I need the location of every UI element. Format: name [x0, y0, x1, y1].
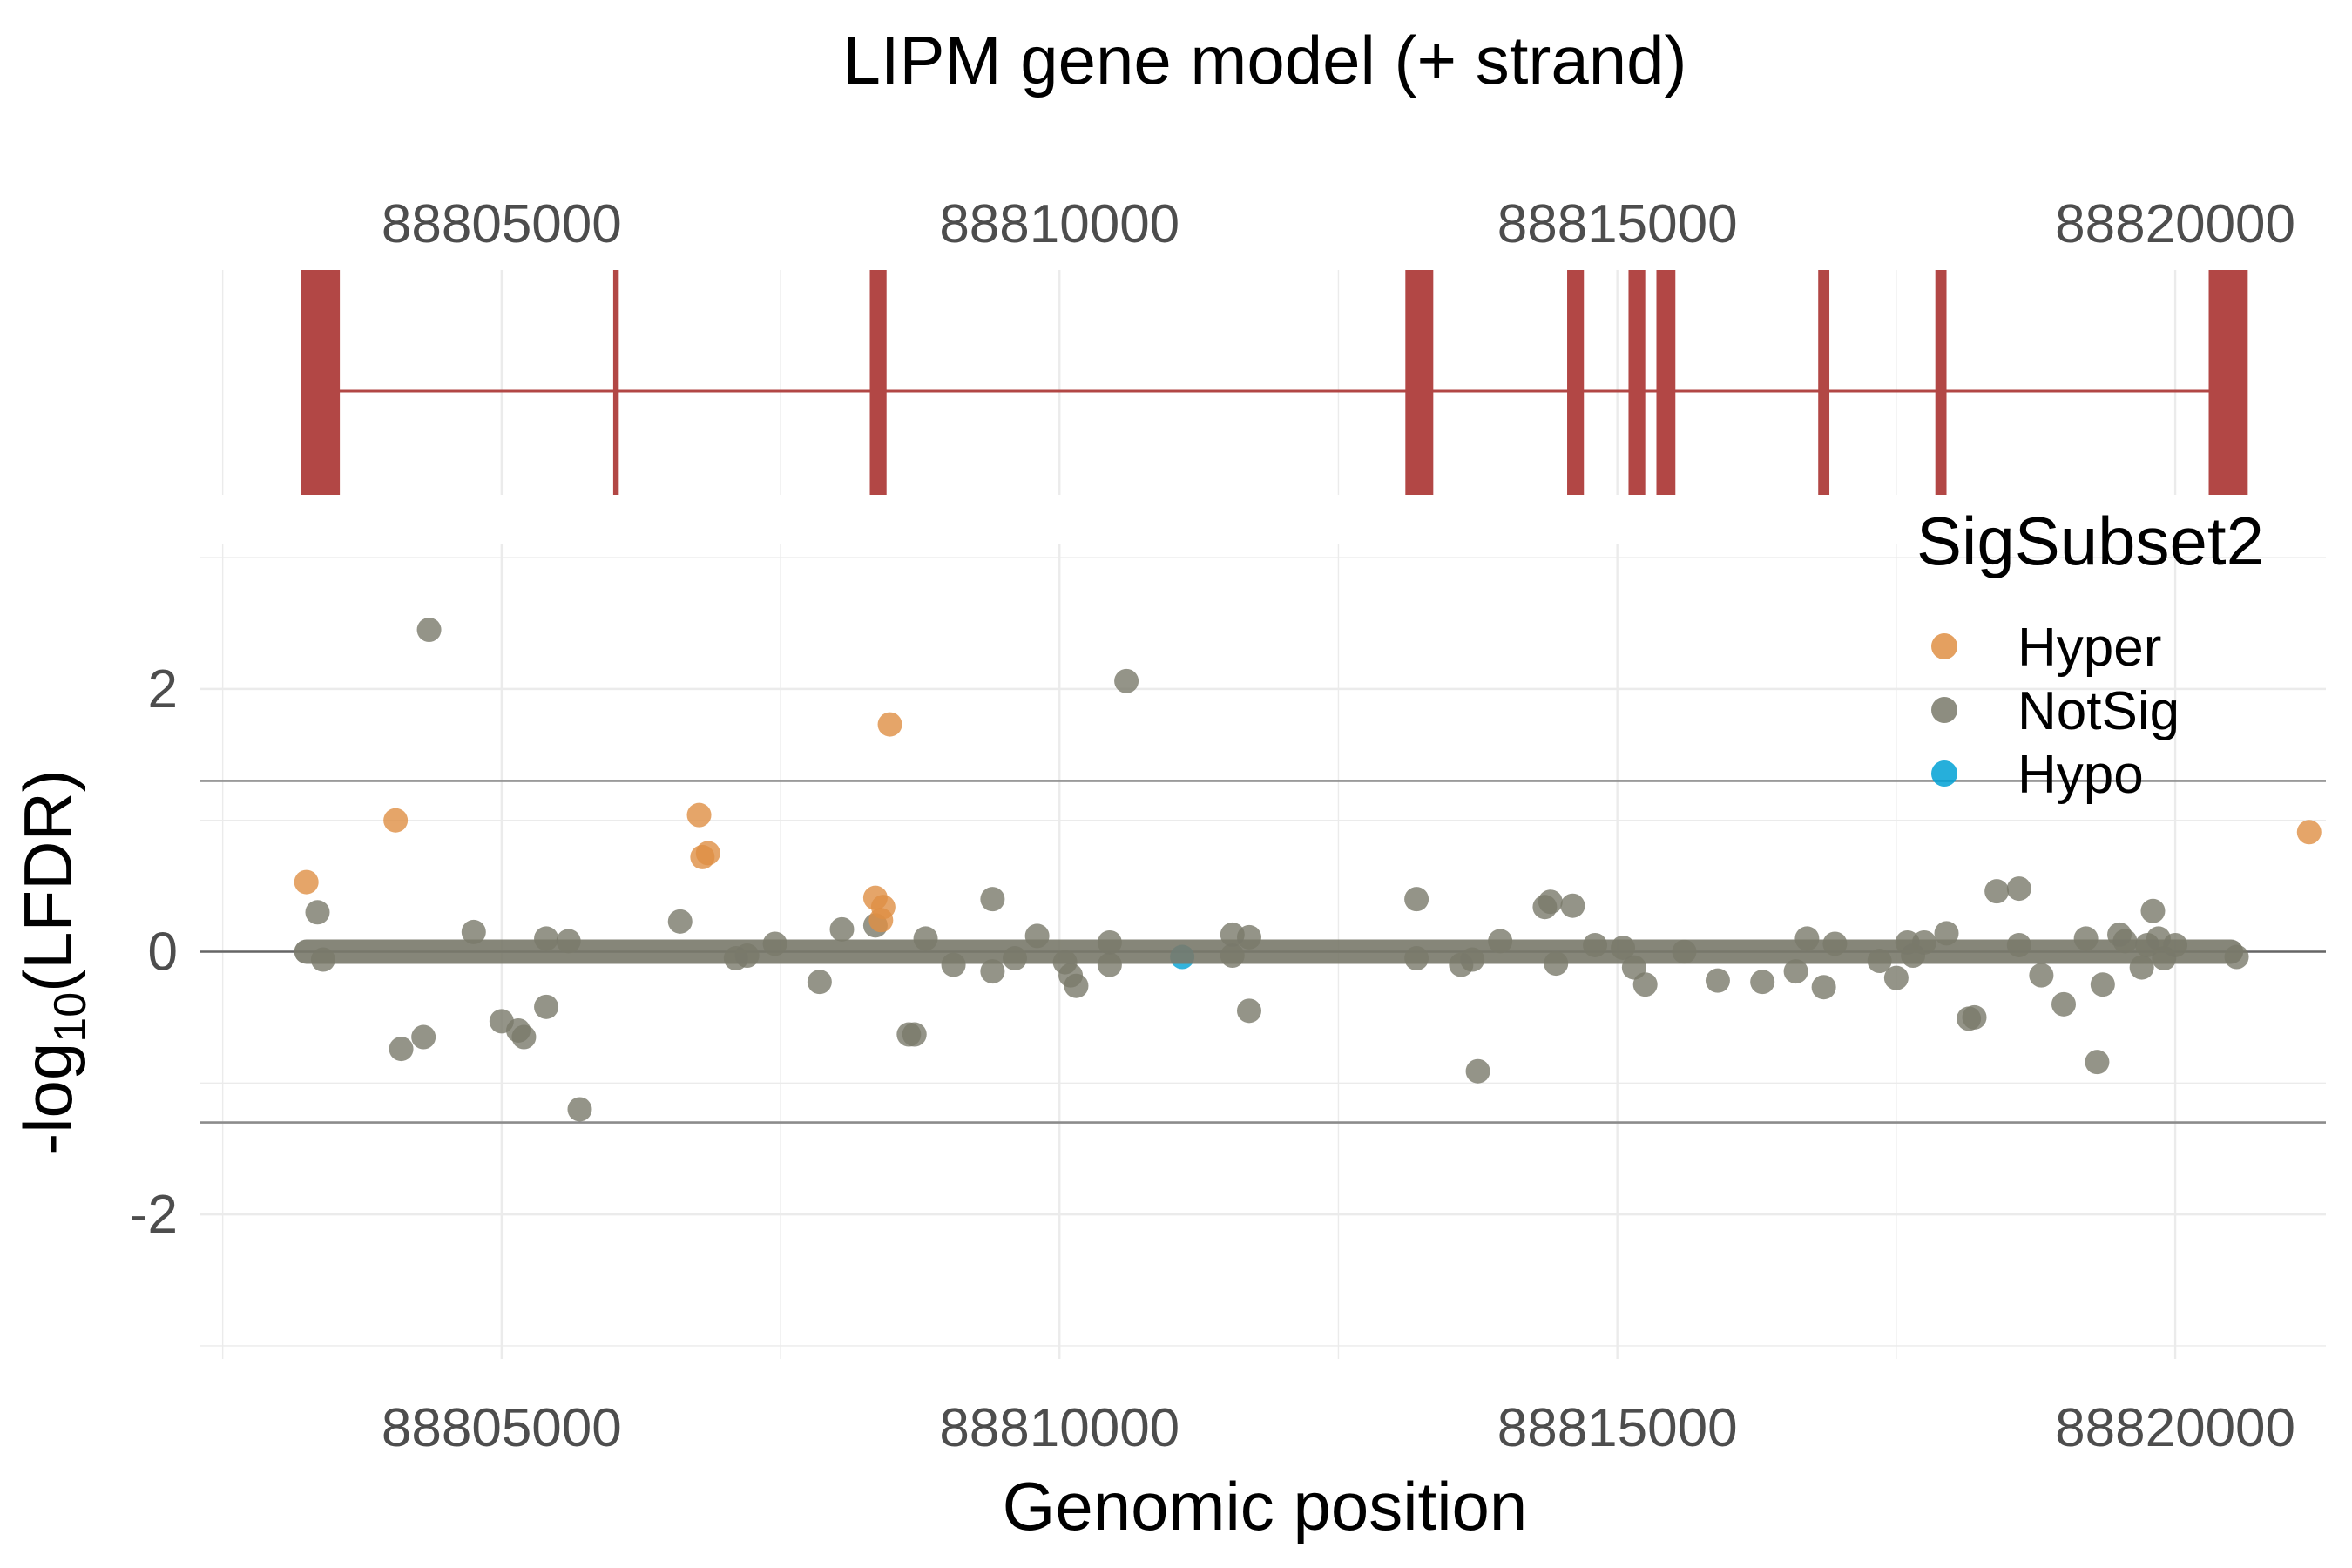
data-point-notsig: [980, 887, 1005, 912]
data-point-notsig: [1114, 668, 1139, 693]
data-point-notsig: [534, 994, 559, 1019]
data-point-hyper: [695, 841, 720, 866]
data-point-notsig: [2029, 963, 2054, 988]
exon-block: [1405, 270, 1434, 495]
data-point-hyper: [686, 802, 712, 828]
exon-block: [1628, 270, 1646, 495]
data-point-notsig: [902, 1022, 927, 1047]
data-point-notsig: [1404, 887, 1429, 912]
data-point-notsig: [416, 618, 442, 643]
data-point-notsig: [807, 970, 832, 995]
y-tick-label: 2: [148, 659, 178, 720]
data-point-notsig: [1883, 965, 1909, 990]
y-tick-labels: 2 0 -2: [130, 659, 178, 1245]
chart-title: LIPM gene model (+ strand): [843, 22, 1687, 98]
exon-block: [2208, 270, 2248, 495]
gene-model-gridlines: [221, 270, 2177, 495]
data-point-notsig: [305, 900, 330, 925]
gene-x-tick-label: 88820000: [2055, 194, 2295, 254]
data-point-notsig: [1705, 968, 1730, 993]
gene-x-tick-label: 88810000: [939, 194, 1179, 254]
legend-label-notsig: NotSig: [2017, 681, 2180, 741]
data-point-notsig: [2090, 972, 2115, 997]
legend-label-hypo: Hypo: [2017, 745, 2144, 805]
x-tick-label: 88820000: [2055, 1398, 2295, 1458]
data-point-notsig: [1538, 889, 1563, 915]
data-point-notsig: [1236, 998, 1261, 1024]
exon-block: [1935, 270, 1947, 495]
exon-block: [869, 270, 887, 495]
exon-block: [1567, 270, 1585, 495]
data-point-notsig: [1811, 975, 1836, 1000]
data-point-notsig: [2140, 898, 2166, 923]
data-point-notsig: [2051, 991, 2077, 1017]
data-point-hyper: [870, 895, 896, 920]
data-point-notsig: [1984, 879, 2010, 904]
y-axis-label-subscript: 10: [45, 992, 96, 1043]
data-point-notsig: [411, 1024, 436, 1050]
exon-blocks: [301, 270, 2248, 495]
y-axis-label-rest: (LFDR): [10, 769, 86, 992]
data-point-notsig: [667, 909, 693, 934]
legend-title: SigSubset2: [1916, 503, 2264, 579]
data-point-hyper: [294, 869, 319, 895]
y-tick-label: -2: [130, 1185, 178, 1245]
gene-model-x-tick-labels: 88805000 88810000 88815000 88820000: [382, 194, 2295, 254]
legend-label-hyper: Hyper: [2017, 618, 2161, 678]
data-point-hyper: [383, 808, 409, 833]
data-point-notsig: [461, 919, 486, 944]
data-point-notsig: [1064, 973, 1089, 998]
data-point-notsig: [829, 916, 855, 942]
exon-block: [1818, 270, 1830, 495]
exon-block: [301, 270, 341, 495]
data-point-notsig: [1632, 972, 1658, 997]
x-axis-label: Genomic position: [1003, 1468, 1528, 1544]
data-point-notsig: [1560, 893, 1585, 918]
data-point-hyper: [877, 712, 902, 737]
legend-key-notsig: [1931, 697, 1957, 723]
data-point-notsig: [567, 1097, 592, 1122]
gene-model-panel: 88805000 88810000 88815000 88820000: [221, 194, 2295, 495]
exon-block: [1656, 270, 1676, 495]
data-point-notsig: [2085, 1050, 2110, 1075]
data-point-notsig: [1783, 959, 1808, 984]
x-tick-label: 88815000: [1497, 1398, 1738, 1458]
data-point-notsig: [2006, 876, 2031, 902]
x-tick-label: 88810000: [939, 1398, 1179, 1458]
legend-key-hypo: [1931, 760, 1957, 787]
data-point-notsig: [1465, 1058, 1490, 1084]
y-axis-label-base: -log: [10, 1043, 86, 1156]
data-point-notsig: [389, 1037, 414, 1062]
scatter-panel: 2 0 -2 88805000 88810000 88815000 88820000 Si…: [10, 503, 2326, 1544]
data-point-notsig: [980, 959, 1005, 984]
x-tick-label: 88805000: [382, 1398, 622, 1458]
y-tick-label: 0: [148, 923, 178, 983]
gene-x-tick-label: 88805000: [382, 194, 622, 254]
gene-x-tick-label: 88815000: [1497, 194, 1738, 254]
y-axis-label: -log10(LFDR): [10, 769, 96, 1156]
legend-key-hyper: [1931, 633, 1957, 659]
data-point-notsig: [1962, 1004, 1987, 1030]
x-tick-labels: 88805000 88810000 88815000 88820000: [382, 1398, 2295, 1458]
data-point-notsig: [511, 1024, 537, 1050]
data-point-hyper: [2296, 820, 2322, 845]
data-point-notsig: [1934, 921, 1959, 946]
data-point-notsig: [1750, 970, 1775, 995]
exon-block: [612, 270, 619, 495]
